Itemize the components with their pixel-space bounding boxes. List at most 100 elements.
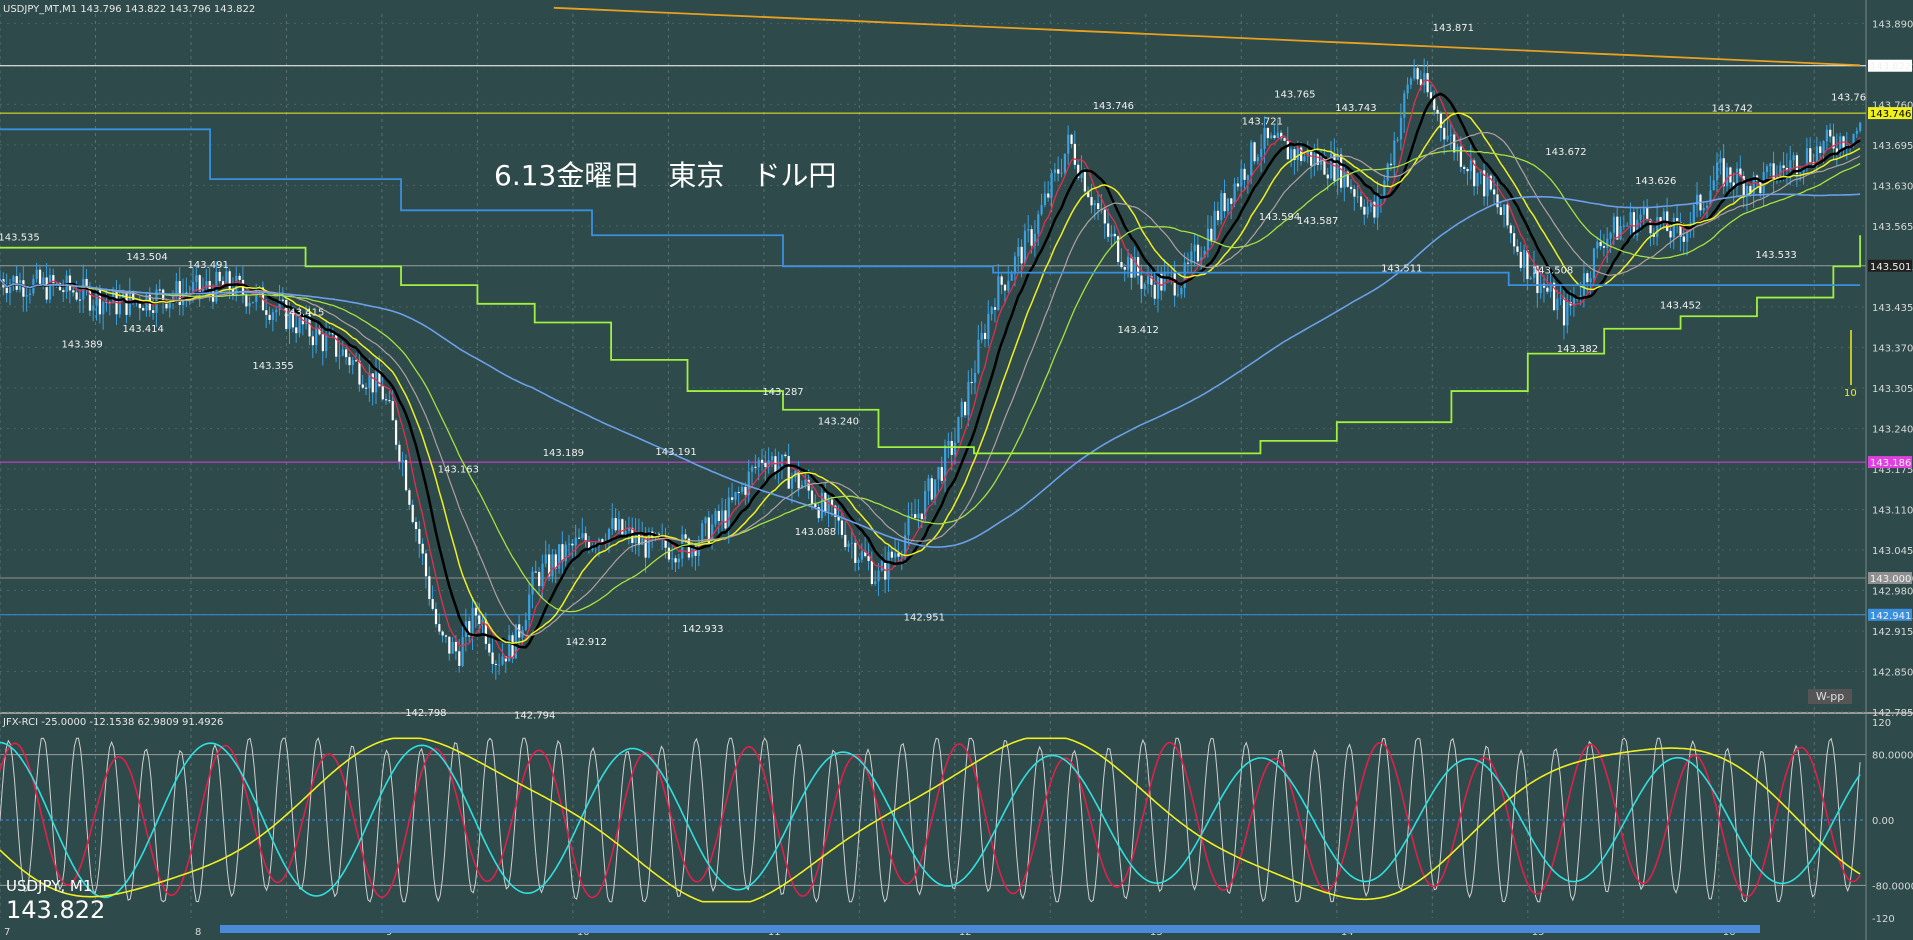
candle-body (674, 558, 677, 563)
last-price: 143.822 (6, 896, 106, 924)
candle-body (1696, 194, 1699, 206)
candle-body (1260, 148, 1263, 157)
candle-body (12, 276, 15, 284)
candle-body (1153, 284, 1156, 299)
candle-body (1809, 148, 1812, 163)
candle-body (641, 536, 644, 545)
candle-body (308, 314, 311, 337)
candle-body (404, 460, 408, 491)
candle-body (1662, 211, 1665, 224)
candle-body (1716, 162, 1719, 181)
candle-body (1343, 171, 1346, 188)
candle-body (1047, 193, 1050, 198)
candle-body (1140, 275, 1143, 289)
candle-body (288, 311, 291, 329)
price-tick-label: 143.110 (1872, 505, 1913, 516)
price-data-label: 143.163 (438, 464, 479, 475)
candle-body (860, 551, 864, 560)
candle-body (158, 289, 161, 291)
price-data-label: 143.587 (1297, 216, 1338, 227)
candle-body (178, 281, 181, 306)
candle-body (1386, 163, 1389, 181)
candle-body (1320, 155, 1323, 165)
candle-body (401, 460, 404, 462)
candle-body (1449, 134, 1453, 136)
candle-body (1220, 193, 1223, 221)
candle-body (561, 544, 564, 562)
w-pp-badge[interactable]: W-pp (1808, 689, 1852, 704)
candle-body (1799, 172, 1802, 174)
ema-yellow-line (0, 112, 1861, 645)
price-tick-label: 143.370 (1872, 343, 1913, 354)
candle-body (1629, 212, 1632, 226)
candle-body (498, 664, 501, 666)
candle-body (1060, 172, 1063, 174)
candle-body (1443, 127, 1446, 140)
candle-body (185, 292, 188, 294)
price-tick-label: 143.565 (1872, 222, 1913, 233)
candle-body (571, 543, 574, 546)
candle-body (1709, 190, 1712, 206)
candle-body (1682, 236, 1685, 242)
candle-body (88, 286, 92, 311)
candle-body (1416, 68, 1419, 80)
candle-body (751, 466, 754, 472)
candle-body (558, 544, 561, 569)
candle-body (1290, 149, 1293, 160)
price-tick-label: 143.435 (1872, 303, 1913, 314)
candle-body (684, 534, 687, 539)
step-line-blue (0, 128, 1861, 286)
candle-body (790, 477, 794, 489)
candle-body (92, 305, 95, 311)
candle-body (1373, 201, 1376, 218)
candle-body (345, 349, 348, 358)
candle-body (1110, 233, 1113, 237)
price-data-label: 143.240 (818, 416, 859, 427)
level-tag (1868, 59, 1912, 72)
candle-body (940, 467, 943, 481)
candle-body (1067, 134, 1070, 154)
candle-body (1210, 228, 1213, 241)
price-data-label: 143.189 (543, 448, 584, 459)
candle-body (1612, 216, 1616, 233)
candle-body (1003, 284, 1007, 291)
candle-body (1536, 265, 1539, 293)
price-data-label: 143.871 (1433, 23, 1474, 34)
candle-body (118, 297, 121, 315)
candle-body (687, 538, 690, 558)
candle-body (554, 554, 557, 569)
candle-body (1150, 276, 1153, 285)
candle-body (408, 490, 411, 505)
indicator-info-header: JFX-RCI -25.0000 -12.1538 62.9809 91.492… (3, 717, 224, 728)
candle-body (168, 300, 171, 309)
candle-body (461, 636, 464, 666)
candle-body (814, 504, 817, 508)
candle-body (973, 372, 977, 383)
candle-body (1419, 79, 1423, 86)
candle-body (1293, 149, 1296, 161)
candle-body (1286, 140, 1289, 160)
level-tag-label: 142.941 (1870, 611, 1911, 622)
candle-body (1606, 238, 1609, 248)
candle-body (421, 543, 424, 554)
candle-body (890, 551, 893, 558)
level-tag-label: 143.000 (1870, 574, 1911, 585)
candle-body (1779, 165, 1782, 176)
candle-body (880, 560, 883, 571)
candle-body (980, 332, 983, 340)
price-data-label: 143.412 (1118, 325, 1159, 336)
candle-body (877, 570, 880, 582)
candle-body (1526, 250, 1529, 280)
candle-body (1592, 248, 1596, 279)
candle-body (1107, 223, 1110, 237)
candle-body (351, 360, 354, 366)
candle-body (394, 420, 398, 445)
candle-body (731, 497, 734, 500)
candle-body (744, 486, 747, 495)
candle-body (1436, 109, 1439, 114)
candle-body (5, 287, 8, 294)
candle-body (165, 300, 168, 309)
candle-body (691, 546, 694, 558)
candle-body (830, 499, 834, 506)
